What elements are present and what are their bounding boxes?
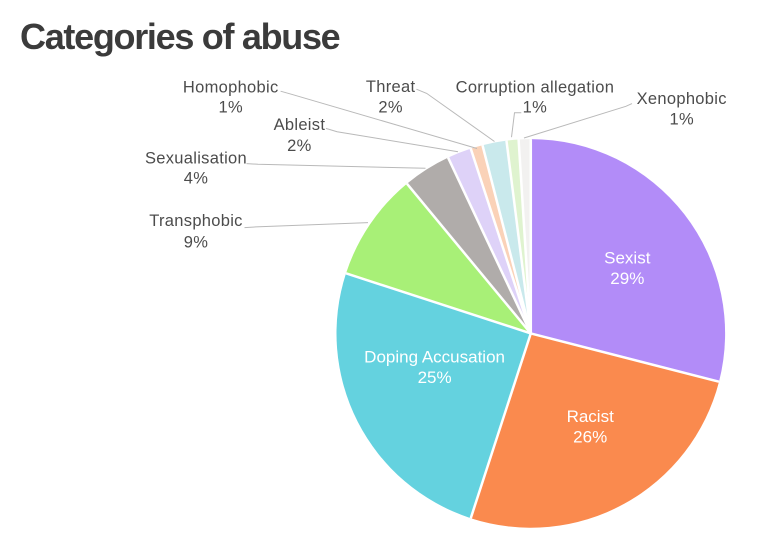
svg-text:1%: 1%	[523, 98, 547, 116]
svg-text:Doping Accusation: Doping Accusation	[364, 347, 505, 366]
svg-text:Sexualisation: Sexualisation	[145, 150, 247, 168]
svg-text:2%: 2%	[378, 99, 402, 117]
svg-text:1%: 1%	[669, 111, 693, 129]
svg-text:25%: 25%	[418, 368, 452, 387]
svg-text:Categories of abuse: Categories of abuse	[20, 16, 340, 57]
svg-text:Threat: Threat	[366, 78, 416, 96]
svg-text:Sexist: Sexist	[604, 248, 651, 267]
svg-text:Homophobic: Homophobic	[183, 78, 279, 96]
svg-text:29%: 29%	[610, 269, 644, 288]
svg-text:1%: 1%	[218, 99, 242, 117]
svg-text:Racist: Racist	[567, 407, 615, 426]
svg-text:Corruption allegation: Corruption allegation	[456, 78, 615, 96]
svg-text:4%: 4%	[184, 170, 208, 188]
svg-text:26%: 26%	[573, 428, 607, 447]
svg-text:Transphobic: Transphobic	[149, 212, 243, 230]
svg-text:Ableist: Ableist	[274, 116, 326, 134]
svg-text:2%: 2%	[287, 137, 311, 155]
svg-text:9%: 9%	[184, 234, 208, 252]
svg-text:Xenophobic: Xenophobic	[637, 90, 727, 108]
